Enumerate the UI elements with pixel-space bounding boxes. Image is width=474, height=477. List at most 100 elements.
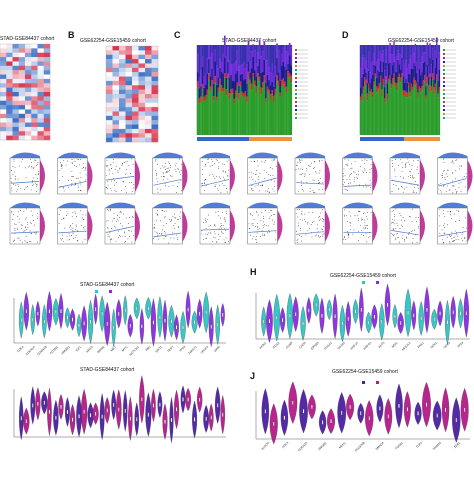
violin-box bbox=[374, 315, 375, 319]
gene-tick-label: MLH1 bbox=[338, 441, 347, 450]
scatter-point bbox=[451, 238, 452, 239]
stacked-bar-segment bbox=[411, 45, 412, 56]
heatmap-cell bbox=[0, 109, 6, 114]
scatter-point bbox=[455, 160, 456, 161]
scatter-point bbox=[203, 222, 204, 223]
stacked-bar-segment bbox=[424, 52, 425, 61]
stacked-bar-segment bbox=[391, 84, 392, 89]
stacked-bar-segment bbox=[202, 84, 204, 89]
stacked-bar-segment bbox=[290, 47, 292, 65]
violin-box bbox=[176, 325, 177, 329]
violin-box bbox=[164, 319, 165, 323]
heatmap-cell bbox=[132, 129, 139, 134]
violin-box bbox=[118, 312, 119, 316]
stacked-bar-segment bbox=[213, 69, 215, 84]
heatmap-cell bbox=[0, 92, 6, 97]
panel-i-title: STAD-GSE84437 cohort bbox=[80, 367, 134, 373]
scatter-point bbox=[413, 178, 414, 179]
scatter-point bbox=[18, 184, 19, 185]
scatter-point bbox=[395, 209, 396, 210]
heatmap-cell bbox=[126, 111, 133, 116]
scatter-point bbox=[346, 164, 347, 165]
heatmap-cell bbox=[145, 107, 152, 112]
stacked-bar-segment bbox=[360, 87, 361, 96]
stacked-bar-segment bbox=[412, 91, 413, 135]
scatter-point bbox=[300, 228, 301, 229]
scatter-point bbox=[370, 236, 371, 237]
heatmap-cell bbox=[6, 75, 12, 80]
stacked-bar-segment bbox=[203, 101, 205, 135]
stacked-bar-segment bbox=[237, 86, 239, 135]
stacked-bar-segment bbox=[383, 62, 384, 79]
scatter-point bbox=[364, 168, 365, 169]
scatter-point bbox=[358, 174, 359, 175]
stacked-bar-segment bbox=[262, 72, 264, 82]
violin-box bbox=[407, 311, 408, 315]
density-side bbox=[183, 210, 188, 242]
scatter-point bbox=[370, 180, 371, 181]
heatmap-cell bbox=[6, 79, 12, 84]
violin-box bbox=[211, 416, 212, 420]
heatmap-cell bbox=[119, 63, 126, 68]
scatter-point bbox=[208, 215, 209, 216]
stacked-bar-segment bbox=[200, 96, 202, 102]
density-top bbox=[153, 202, 183, 208]
scatter-point bbox=[257, 233, 258, 234]
heatmap-cell bbox=[139, 116, 146, 121]
heatmap-cell bbox=[25, 75, 31, 80]
scatter-point bbox=[412, 176, 413, 177]
heatmap-cell bbox=[139, 55, 146, 60]
density-side bbox=[373, 210, 378, 242]
stacked-bar-segment bbox=[252, 44, 254, 56]
violin-box bbox=[303, 409, 304, 413]
stacked-bar-segment bbox=[417, 70, 418, 82]
stacked-bar-segment bbox=[427, 42, 428, 64]
stacked-bar-segment bbox=[284, 88, 286, 135]
density-side bbox=[278, 210, 283, 242]
scatter-point bbox=[254, 219, 255, 220]
stacked-bar-segment bbox=[387, 65, 388, 83]
violin-box bbox=[453, 310, 454, 314]
stacked-bar-segment bbox=[401, 45, 402, 47]
heatmap-cell bbox=[0, 83, 6, 88]
scatter-point bbox=[85, 226, 86, 227]
stacked-bar-segment bbox=[226, 57, 228, 78]
stacked-bar-segment bbox=[210, 45, 212, 57]
scatter-point bbox=[318, 217, 319, 218]
stacked-bar-segment bbox=[281, 54, 283, 66]
stacked-bar-segment bbox=[412, 87, 413, 91]
scatter-point bbox=[157, 188, 158, 189]
panel-d-letter: D bbox=[342, 30, 349, 40]
stacked-bar-segment bbox=[251, 45, 253, 51]
heatmap-cell bbox=[106, 46, 113, 51]
scatter-point bbox=[349, 176, 350, 177]
scatter-point bbox=[416, 192, 417, 193]
stacked-bar-segment bbox=[279, 45, 281, 70]
scatter-point bbox=[302, 220, 303, 221]
scatter-point bbox=[109, 236, 110, 237]
scatter-point bbox=[307, 222, 308, 223]
heatmap-cell bbox=[145, 129, 152, 134]
violin-box bbox=[206, 310, 207, 314]
stacked-bar-segment bbox=[397, 60, 398, 77]
stacked-bar-segment bbox=[393, 79, 394, 135]
stacked-bar-segment bbox=[384, 103, 385, 135]
stacked-bar-segment bbox=[283, 78, 285, 84]
gene-tick-label: IGF1 bbox=[75, 345, 83, 353]
stacked-bar-segment bbox=[221, 63, 223, 72]
heatmap-cell bbox=[132, 138, 139, 143]
scatter-point bbox=[226, 211, 227, 212]
scatter-point bbox=[11, 211, 12, 212]
scatter-point bbox=[18, 186, 19, 187]
scatter-point bbox=[304, 176, 305, 177]
scatter-point bbox=[361, 234, 362, 235]
scatter-point bbox=[227, 192, 228, 193]
scatter-point bbox=[67, 213, 68, 214]
heatmap-cell bbox=[145, 103, 152, 108]
scatter-point bbox=[447, 170, 448, 171]
scatter-point bbox=[75, 185, 76, 186]
scatter-point bbox=[122, 164, 123, 165]
scatter-point bbox=[265, 191, 266, 192]
scatter-frame bbox=[153, 208, 183, 244]
stacked-bar-segment bbox=[224, 73, 226, 77]
